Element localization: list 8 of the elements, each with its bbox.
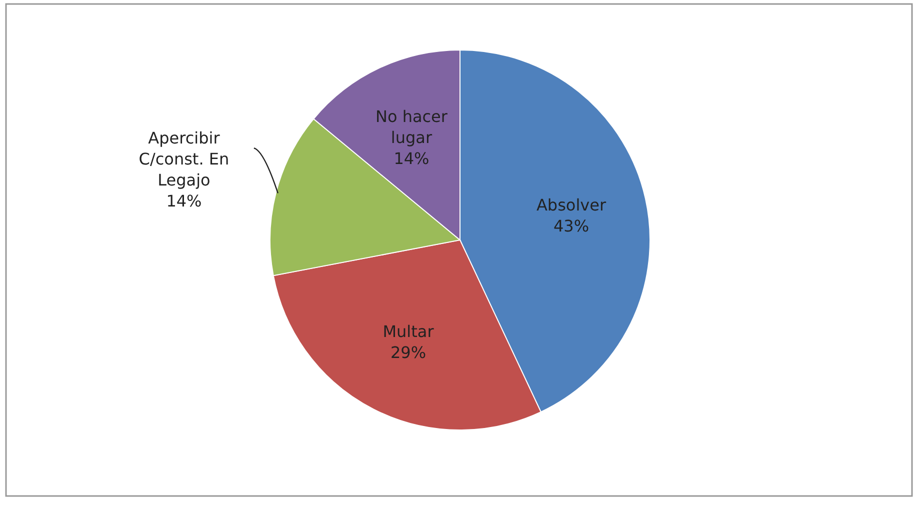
- slice-label: Absolver: [536, 196, 606, 215]
- data-label: 43%: [553, 216, 590, 236]
- slice-label: No hacer lugar: [375, 106, 448, 147]
- data-label: 29%: [390, 343, 426, 362]
- slice-label: Apercibir C/const. En Legajo: [138, 128, 230, 190]
- data-label: 14%: [394, 148, 430, 168]
- data-label: 14%: [166, 192, 202, 211]
- slice-label: Multar: [382, 322, 434, 342]
